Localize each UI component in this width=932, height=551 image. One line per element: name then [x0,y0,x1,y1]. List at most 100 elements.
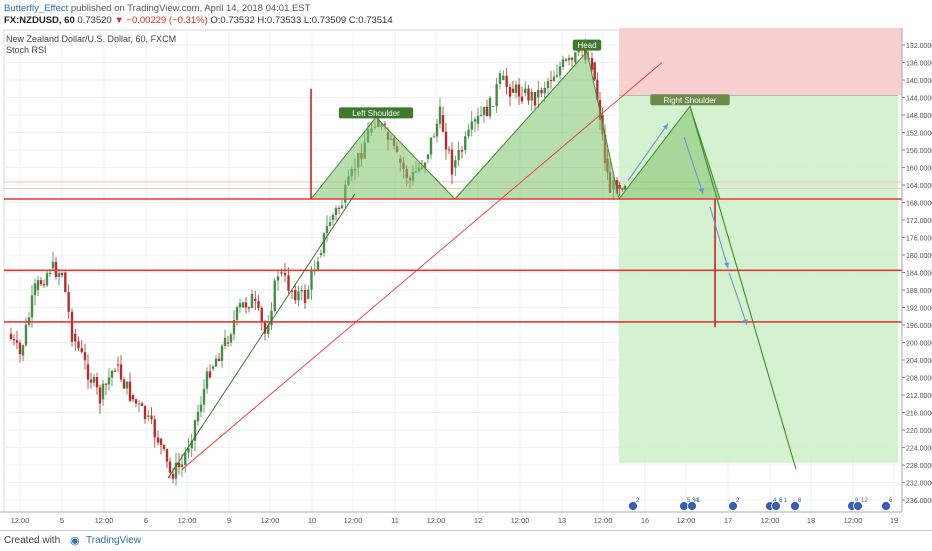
candle-body [229,334,233,343]
candle-body [128,381,132,401]
candle-body [618,185,621,189]
event-count: 2 [636,498,640,504]
price-chart[interactable]: Left Shoulder Head Right Shoulder 132.0000 1… [0,28,932,530]
left-shoulder-label: Left Shoulder [352,109,400,118]
candle-body [119,364,123,380]
candle-body [199,404,203,412]
y-tick-label: 204.0000 [906,358,932,365]
candle-body [220,345,224,362]
candle-body [429,137,433,155]
ohlc-values: O:0.73532 H:0.73533 L:0.73509 C:0.73514 [210,15,393,26]
x-tick-label: 17 [724,516,732,525]
y-tick-label: 228.0000 [906,463,932,470]
candle-body [287,275,290,291]
legend-indicator: Stoch RSI [6,45,47,55]
published-text: published on TradingView.com, April 14, … [70,3,311,14]
event-count: 2 [736,498,740,504]
candle-body [67,292,70,312]
event-marker-icon[interactable] [881,501,891,511]
candle-body [508,86,512,97]
y-tick-label: 208.0000 [906,376,932,383]
candle-body [113,370,117,372]
candle-body [546,81,550,88]
y-tick-label: 180.0000 [906,253,932,260]
x-tick-label: 12:00 [511,516,530,525]
event-marker-icon[interactable] [790,501,800,511]
event-marker-icon[interactable] [687,501,697,511]
right-shoulder-label: Right Shoulder [664,96,717,105]
candle-body [89,379,93,383]
candle-body [273,280,276,311]
arrow-down-2-head [723,262,729,269]
y-tick-label: 176.0000 [906,236,932,243]
candle-body [107,377,111,385]
candle-body [552,76,556,82]
candle-body [51,261,55,269]
candle-body [307,289,310,299]
y-tick-label: 236.0000 [906,498,932,505]
x-tick-label: 10 [308,516,316,525]
candle-body [235,307,239,321]
candle-body [270,310,273,326]
candle-body [83,352,87,361]
x-tick-label: 12:00 [261,516,280,525]
candle-body [328,221,332,227]
candle-body [30,295,34,318]
event-marker-icon[interactable] [771,501,781,511]
left-shoulder-label-bg [338,107,414,119]
candle-body [511,88,515,93]
candle-body [574,52,577,63]
candle-body [36,280,40,290]
candle-body [174,462,178,479]
candle-body [488,97,492,117]
candle-body [260,308,263,323]
candle-body [263,322,267,334]
publish-line: Butterfly_Effect published on TradingVie… [4,3,310,14]
candle-body [92,377,96,383]
y-tick-label: 200.0000 [906,341,932,348]
candle-body [444,131,448,150]
arrow-up-head [662,123,668,130]
candle-body [147,415,150,417]
y-tick-label: 184.0000 [906,271,932,278]
candle-body [250,293,254,308]
candle-body [482,106,486,115]
y-tick-label: 212.0000 [906,393,932,400]
candle-body [464,136,467,150]
stop-loss-zone [619,28,902,96]
event-count: 12 [861,498,868,504]
candle-body [325,226,329,234]
candle-body [15,340,19,343]
author-link[interactable]: Butterfly_Effect [4,3,69,14]
candle-body [171,473,175,479]
arrow-down-1-head [698,187,704,194]
head-label-bg [572,39,602,51]
candle-body [12,339,16,341]
event-marker-icon[interactable] [853,501,863,511]
candle-body [479,114,483,116]
event-count: 4 [695,498,699,504]
candle-body [190,440,193,449]
y-tick-label: 152.0000 [906,131,932,138]
arrow-down-2 [709,206,729,269]
candle-body [257,300,260,309]
candle-body [110,370,114,378]
candle-body [101,383,105,400]
y-axis-bg [902,28,932,530]
candle-body [322,233,326,254]
x-tick-label: 6 [144,516,148,525]
candle-body [303,289,307,304]
y-tick-label: 132.0000 [906,43,932,50]
candle-body [60,273,64,276]
candle-body [80,348,83,353]
candle-body [131,395,135,400]
event-marker-icon[interactable] [628,501,638,511]
event-marker-icon[interactable] [728,501,738,511]
arrow-down-3 [728,272,748,326]
change-value: ▼ −0.00229 (−0.31%) [114,15,208,26]
candle-body [217,358,221,362]
x-tick-label: 12:00 [11,516,30,525]
tradingview-brand[interactable]: TradingView [86,535,142,546]
candle-body [561,59,565,67]
candle-body [48,272,52,274]
